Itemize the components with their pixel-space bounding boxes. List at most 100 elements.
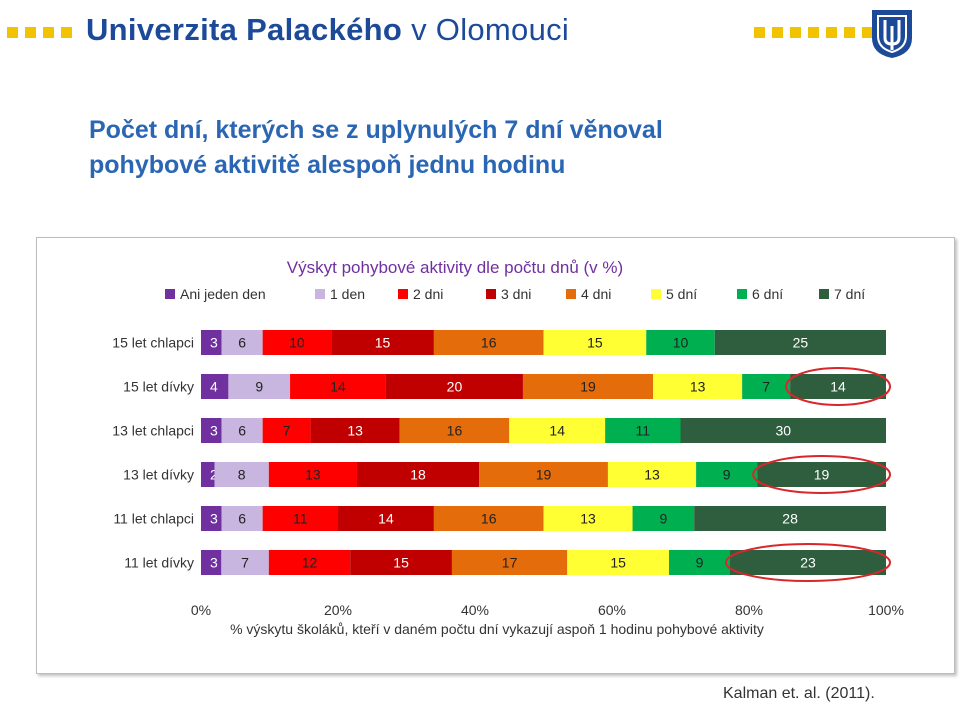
data-label-11-let-chlapci-4-dni: 16 — [481, 511, 497, 527]
data-label-13-let-d-vky-ani-jeden-den: 2 — [210, 467, 218, 483]
bar-segment-11-let-chlapci-3-dni — [338, 506, 434, 531]
data-label-15-let-d-vky-5-dn: 13 — [690, 379, 706, 395]
bar-segment-15-let-d-vky-3-dni — [385, 374, 523, 399]
highlight-circle-11-let-d-vky — [725, 543, 891, 582]
data-label-11-let-chlapci-5-dn: 13 — [580, 511, 596, 527]
upol-shield-icon — [872, 10, 912, 58]
bar-segment-13-let-chlapci-4-dni — [399, 418, 510, 443]
legend-label-2-dni: 2 dni — [413, 286, 443, 302]
data-label-13-let-chlapci-7-dn: 30 — [775, 423, 791, 439]
bar-segment-15-let-d-vky-5-dn — [653, 374, 743, 399]
chart-container: Výskyt pohybové aktivity dle počtu dnů (… — [36, 237, 955, 674]
data-label-13-let-chlapci-2-dni: 7 — [283, 423, 291, 439]
data-label-11-let-d-vky-7-dn: 23 — [800, 555, 816, 571]
data-label-13-let-chlapci-1-den: 6 — [238, 423, 246, 439]
legend-swatch-3-dni — [486, 289, 496, 299]
bar-segment-11-let-d-vky-2-dni — [268, 550, 351, 575]
category-label-15-let-d-vky: 15 let dívky — [123, 379, 194, 395]
data-label-11-let-chlapci-3-dni: 14 — [378, 511, 394, 527]
bar-segment-13-let-d-vky-ani-jeden-den — [201, 462, 215, 487]
university-name: Univerzita Palackého v Olomouci — [86, 12, 569, 48]
data-label-11-let-chlapci-2-dni: 11 — [293, 511, 308, 527]
bar-segment-15-let-d-vky-2-dni — [290, 374, 386, 399]
bar-segment-15-let-chlapci-6-dn — [646, 330, 715, 355]
bar-segment-13-let-chlapci-ani-jeden-den — [201, 418, 222, 443]
data-label-11-let-d-vky-2-dni: 12 — [302, 555, 318, 571]
data-label-15-let-d-vky-4-dni: 19 — [580, 379, 596, 395]
data-label-15-let-d-vky-3-dni: 20 — [447, 379, 463, 395]
x-axis-label: % výskytu školáků, kteří v daném počtu d… — [230, 621, 764, 637]
bar-segment-15-let-d-vky-6-dn — [742, 374, 791, 399]
data-label-13-let-chlapci-3-dni: 13 — [347, 423, 363, 439]
data-label-15-let-chlapci-5-dn: 15 — [587, 335, 603, 351]
bar-segment-11-let-d-vky-6-dn — [668, 550, 731, 575]
square-icon — [862, 27, 873, 38]
legend-label-4-dni: 4 dni — [581, 286, 611, 302]
category-label-11-let-chlapci: 11 let chlapci — [113, 511, 194, 527]
data-label-11-let-d-vky-4-dni: 17 — [502, 555, 518, 571]
slide-title-line1: Počet dní, kterých se z uplynulých 7 dní… — [89, 116, 663, 144]
data-label-15-let-d-vky-ani-jeden-den: 4 — [210, 379, 218, 395]
data-label-11-let-d-vky-1-den: 7 — [241, 555, 249, 571]
data-label-15-let-chlapci-ani-jeden-den: 3 — [210, 335, 218, 351]
category-label-13-let-d-vky: 13 let dívky — [123, 467, 194, 483]
data-label-11-let-d-vky-6-dn: 9 — [696, 555, 704, 571]
bar-segment-11-let-d-vky-1-den — [221, 550, 269, 575]
category-label-11-let-d-vky: 11 let dívky — [124, 555, 194, 571]
bar-segment-13-let-chlapci-5-dn — [509, 418, 606, 443]
bar-segment-11-let-d-vky-5-dn — [567, 550, 669, 575]
data-label-11-let-chlapci-7-dn: 28 — [782, 511, 798, 527]
bar-segment-15-let-chlapci-3-dni — [331, 330, 434, 355]
bar-segment-11-let-d-vky-4-dni — [451, 550, 568, 575]
data-label-15-let-chlapci-3-dni: 15 — [375, 335, 391, 351]
square-icon — [772, 27, 783, 38]
university-name-main: Univerzita Palackého — [86, 12, 403, 47]
data-label-15-let-d-vky-6-dn: 7 — [762, 379, 770, 395]
square-icon — [844, 27, 855, 38]
data-label-11-let-chlapci-1-den: 6 — [238, 511, 246, 527]
data-label-13-let-d-vky-2-dni: 13 — [305, 467, 321, 483]
bar-segment-13-let-d-vky-3-dni — [356, 462, 480, 487]
data-label-13-let-chlapci-6-dn: 11 — [636, 423, 651, 439]
bar-segment-11-let-chlapci-ani-jeden-den — [201, 506, 222, 531]
data-label-15-let-chlapci-1-den: 6 — [238, 335, 246, 351]
data-label-13-let-d-vky-4-dni: 19 — [536, 467, 552, 483]
square-icon — [43, 27, 54, 38]
bar-segment-15-let-chlapci-2-dni — [262, 330, 332, 355]
bar-segment-13-let-chlapci-3-dni — [310, 418, 400, 443]
x-tick-label-80: 80% — [735, 602, 763, 618]
slide-title: Počet dní, kterých se z uplynulých 7 dní… — [89, 113, 663, 183]
university-banner: Univerzita Palackého v Olomouci — [0, 0, 959, 64]
bar-segment-15-let-chlapci-1-den — [221, 330, 263, 355]
data-label-15-let-d-vky-2-dni: 14 — [330, 379, 346, 395]
data-label-13-let-d-vky-5-dn: 13 — [644, 467, 660, 483]
legend-label-6-dn: 6 dní — [752, 286, 783, 302]
bar-segment-15-let-chlapci-4-dni — [433, 330, 544, 355]
bar-segment-11-let-chlapci-2-dni — [262, 506, 338, 531]
bar-segment-13-let-d-vky-6-dn — [696, 462, 758, 487]
bar-segment-11-let-d-vky-3-dni — [350, 550, 452, 575]
bar-segment-15-let-chlapci-5-dn — [543, 330, 647, 355]
citation: Kalman et. al. (2011). — [723, 685, 875, 702]
bar-segment-13-let-d-vky-7-dn — [757, 462, 886, 487]
chart-title: Výskyt pohybové aktivity dle počtu dnů (… — [287, 258, 623, 277]
data-label-13-let-d-vky-6-dn: 9 — [723, 467, 731, 483]
category-label-15-let-chlapci: 15 let chlapci — [112, 335, 194, 351]
x-tick-label-40: 40% — [461, 602, 489, 618]
bar-segment-13-let-chlapci-7-dn — [680, 418, 886, 443]
data-label-13-let-d-vky-3-dni: 18 — [410, 467, 426, 483]
bar-segment-13-let-chlapci-6-dn — [605, 418, 681, 443]
data-label-11-let-chlapci-ani-jeden-den: 3 — [210, 511, 218, 527]
legend-label-ani-jeden-den: Ani jeden den — [180, 286, 266, 302]
bar-segment-11-let-chlapci-4-dni — [433, 506, 544, 531]
legend-swatch-7-dn — [819, 289, 829, 299]
bar-segment-13-let-d-vky-4-dni — [479, 462, 608, 487]
bar-segment-15-let-d-vky-ani-jeden-den — [201, 374, 229, 399]
highlight-circle-15-let-d-vky — [785, 367, 891, 406]
bar-segment-11-let-chlapci-5-dn — [543, 506, 633, 531]
legend-swatch-5-dn — [651, 289, 661, 299]
data-label-11-let-d-vky-ani-jeden-den: 3 — [210, 555, 218, 571]
x-tick-label-0: 0% — [191, 602, 211, 618]
x-tick-label-100: 100% — [868, 602, 904, 618]
legend-label-3-dni: 3 dni — [501, 286, 531, 302]
